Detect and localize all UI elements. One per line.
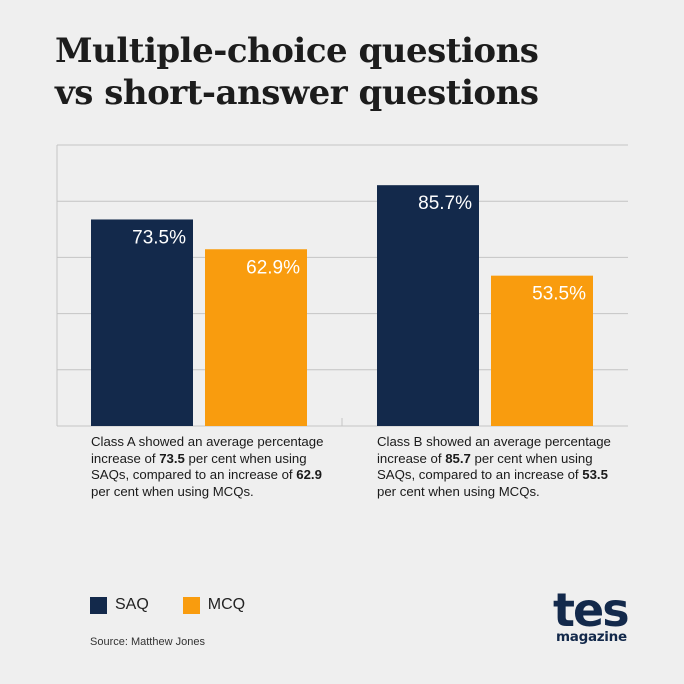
caption-a-saq-value: 73.5 (159, 450, 185, 466)
tes-logo: tes magazine (553, 583, 633, 645)
legend-label-saq: SAQ (115, 596, 149, 613)
data-label-mcq-class-b: 53.5% (532, 284, 586, 305)
data-label-saq-class-b: 85.7% (418, 193, 472, 214)
chart-title: Multiple-choice questions vs short-answe… (55, 30, 655, 114)
bar-saq-class-a (91, 219, 193, 426)
bar-mcq-class-b (491, 275, 593, 426)
data-labels: 73.5% 62.9% 85.7% 53.5% (132, 193, 586, 304)
legend-label-mcq: MCQ (207, 596, 246, 613)
caption-class-b: Class B showed an average percentage inc… (377, 434, 611, 499)
logo-sub: magazine (556, 629, 627, 645)
data-label-saq-class-a: 73.5% (132, 227, 186, 248)
source-note: Source: Matthew Jones (90, 636, 205, 648)
bar-saq-class-b (377, 185, 479, 426)
title-line-2: vs short-answer questions (55, 73, 539, 113)
legend: SAQ MCQ (90, 596, 279, 614)
caption-b-mcq-value: 53.5 (582, 467, 608, 483)
data-label-mcq-class-a: 62.9% (246, 257, 300, 278)
caption-class-a: Class A showed an average percentage inc… (91, 434, 324, 499)
bars (91, 185, 593, 426)
legend-item-mcq: MCQ (182, 596, 246, 614)
bar-mcq-class-a (205, 249, 307, 426)
caption-b-saq-value: 85.7 (445, 450, 471, 466)
title-line-1: Multiple-choice questions (55, 31, 539, 71)
logo-word: tes (553, 583, 630, 637)
legend-item-saq: SAQ (90, 596, 149, 614)
caption-a-mcq-value: 62.9 (296, 467, 322, 483)
legend-swatch-mcq (182, 596, 200, 614)
legend-swatch-saq (90, 596, 107, 614)
